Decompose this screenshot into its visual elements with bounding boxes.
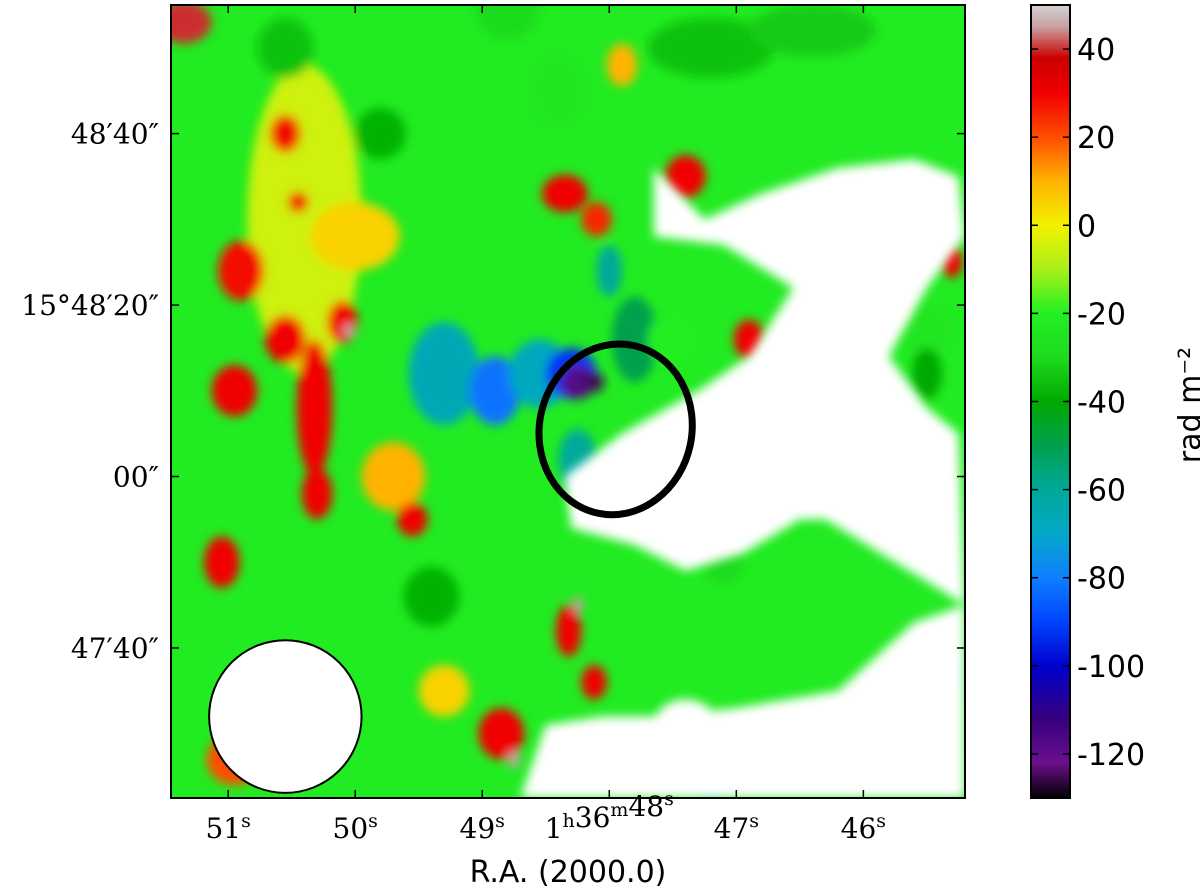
field-region	[581, 665, 607, 700]
field-region	[296, 339, 333, 477]
field-region	[507, 750, 521, 768]
colorbar-ticks: -120 -100 -80 -60 -40 -20 0 20 40	[1031, 33, 1145, 773]
field-region	[355, 107, 407, 160]
field-region	[327, 300, 358, 344]
field-region	[257, 17, 314, 78]
overlay-layer	[208, 340, 696, 794]
field-region	[204, 536, 240, 588]
field-region	[287, 191, 309, 213]
field-region	[665, 155, 706, 198]
x-tick-label: 49s	[460, 810, 505, 845]
field-region	[555, 605, 582, 657]
colorbar-tick-label: 20	[1077, 121, 1115, 156]
y-tick-label: 47′40″	[71, 632, 159, 665]
colorbar-tick-label: 40	[1077, 33, 1115, 68]
field-region	[171, 5, 212, 44]
field-region	[541, 174, 588, 213]
colorbar-tick-label: -40	[1077, 386, 1126, 421]
field-region	[749, 5, 877, 57]
field-region	[572, 596, 583, 614]
field-region	[342, 323, 356, 338]
field-region	[583, 371, 605, 393]
x-axis-label: R.A. (2000.0)	[470, 855, 667, 889]
x-tick-label: 46s	[841, 810, 886, 845]
field-region	[408, 322, 480, 426]
y-tick-label: 00″	[113, 461, 159, 494]
colorbar-tick-label: -60	[1077, 474, 1126, 509]
x-tick-label: 51s	[205, 810, 250, 845]
field-region	[310, 202, 400, 271]
field-region	[218, 240, 264, 301]
blank-region	[520, 159, 965, 798]
colorbar-tick-label: -20	[1077, 297, 1126, 332]
field-region	[596, 245, 622, 297]
field-region	[211, 365, 258, 417]
x-tick-label: 47s	[714, 810, 759, 845]
field-region	[901, 305, 953, 357]
field-region	[361, 442, 426, 511]
colorbar-tick-label: -100	[1077, 650, 1145, 685]
blank-region	[761, 219, 813, 271]
x-tick-label: 1h36m48s	[545, 788, 674, 845]
source-ellipse-icon	[535, 340, 696, 519]
y-axis-ticks: 48′40″ 15°48′20″ 00″ 47′40″	[21, 118, 965, 665]
field-region	[469, 356, 521, 426]
field-region	[397, 502, 428, 537]
colorbar-tick-label: -80	[1077, 562, 1126, 597]
plot-area	[170, 4, 966, 799]
x-tick-label: 50s	[333, 810, 378, 845]
field-region	[647, 17, 775, 78]
field-region	[475, 5, 540, 40]
field-region	[403, 566, 460, 627]
x-axis-ticks: 51s 50s 49s 1h36m48s 47s 46s	[205, 5, 886, 845]
beam-icon	[208, 639, 363, 794]
field-region	[581, 202, 612, 237]
field-region	[647, 313, 699, 366]
blank-mask-layer	[520, 159, 965, 798]
colorbar-tick-label: -120	[1077, 738, 1145, 773]
field-region	[270, 114, 301, 153]
y-tick-label: 15°48′20″	[21, 289, 159, 322]
plot-frame	[170, 4, 966, 799]
field-region	[418, 665, 470, 717]
colorbar: -120 -100 -80 -60 -40 -20 0 20 40 rad m⁻²	[1030, 4, 1200, 799]
field-region	[606, 43, 638, 87]
y-tick-label: 48′40″	[71, 118, 159, 151]
field-region	[265, 315, 306, 364]
field-region	[533, 56, 584, 126]
field-region	[478, 707, 525, 760]
colorbar-label: rad m⁻²	[1173, 347, 1200, 463]
field-region	[561, 365, 595, 400]
field-region	[911, 347, 943, 400]
field-region	[301, 467, 333, 520]
colorbar-tick-label: 0	[1077, 209, 1096, 244]
field-region	[611, 296, 658, 383]
blank-region	[653, 699, 718, 751]
